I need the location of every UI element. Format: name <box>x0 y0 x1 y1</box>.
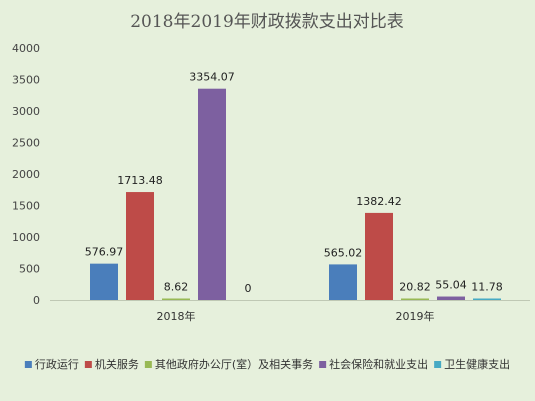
y-tick-label: 3500 <box>12 74 40 87</box>
bar <box>90 263 118 300</box>
data-label: 1713.48 <box>117 174 163 187</box>
bars-group: 576.97 1713.48 8.62 3354.07 0 565.02 1382.42 20… <box>85 71 503 300</box>
y-tick-label: 2500 <box>12 137 40 150</box>
y-tick-label: 1500 <box>12 200 40 213</box>
legend-swatch <box>434 361 442 368</box>
legend-label: 卫生健康支出 <box>444 357 510 371</box>
y-tick-label: 1000 <box>12 231 40 244</box>
legend-label: 机关服务 <box>95 357 139 371</box>
data-label: 11.78 <box>471 281 503 294</box>
y-tick-label: 4000 <box>12 42 40 55</box>
bar <box>329 264 357 300</box>
legend-swatch <box>144 361 152 368</box>
bar <box>437 296 465 300</box>
y-tick-label: 3000 <box>12 105 40 118</box>
x-axis: 2018年 2019年 <box>50 300 530 323</box>
legend-item: 卫生健康支出 <box>434 357 510 371</box>
data-label: 20.82 <box>399 281 431 294</box>
bar <box>473 298 501 300</box>
legend-item: 行政运行 <box>24 357 79 371</box>
y-axis: 0 500 1000 1500 2000 2500 3000 3500 4000 <box>12 42 40 307</box>
x-tick-label: 2018年 <box>157 309 196 323</box>
bar <box>126 192 154 300</box>
bar <box>162 298 190 300</box>
legend-item: 社会保险和就业支出 <box>319 357 428 371</box>
legend-label: 行政运行 <box>35 357 79 371</box>
legend-label: 社会保险和就业支出 <box>329 357 428 371</box>
bar <box>365 212 393 300</box>
legend: 行政运行 机关服务 其他政府办公厅(室）及相关事务 社会保险和就业支出 卫生健康支出 <box>24 357 510 371</box>
data-label: 55.04 <box>435 279 467 292</box>
data-label: 0 <box>245 282 252 295</box>
data-label: 1382.42 <box>356 195 402 208</box>
chart-title: 2018年2019年财政拨款支出对比表 <box>130 12 404 32</box>
data-label: 565.02 <box>324 246 363 259</box>
data-label: 576.97 <box>85 246 124 259</box>
legend-label: 其他政府办公厅(室）及相关事务 <box>155 357 313 371</box>
legend-swatch <box>84 361 92 368</box>
bar <box>198 88 226 300</box>
legend-item: 机关服务 <box>84 357 139 371</box>
x-tick-label: 2019年 <box>396 309 435 323</box>
legend-swatch <box>319 361 327 368</box>
bar <box>401 298 429 300</box>
data-label: 3354.07 <box>189 71 235 84</box>
data-label: 8.62 <box>164 281 189 294</box>
y-tick-label: 500 <box>19 263 40 276</box>
legend-swatch <box>24 361 32 368</box>
legend-item: 其他政府办公厅(室）及相关事务 <box>144 357 313 371</box>
y-tick-label: 2000 <box>12 168 40 181</box>
y-tick-label: 0 <box>33 294 40 307</box>
